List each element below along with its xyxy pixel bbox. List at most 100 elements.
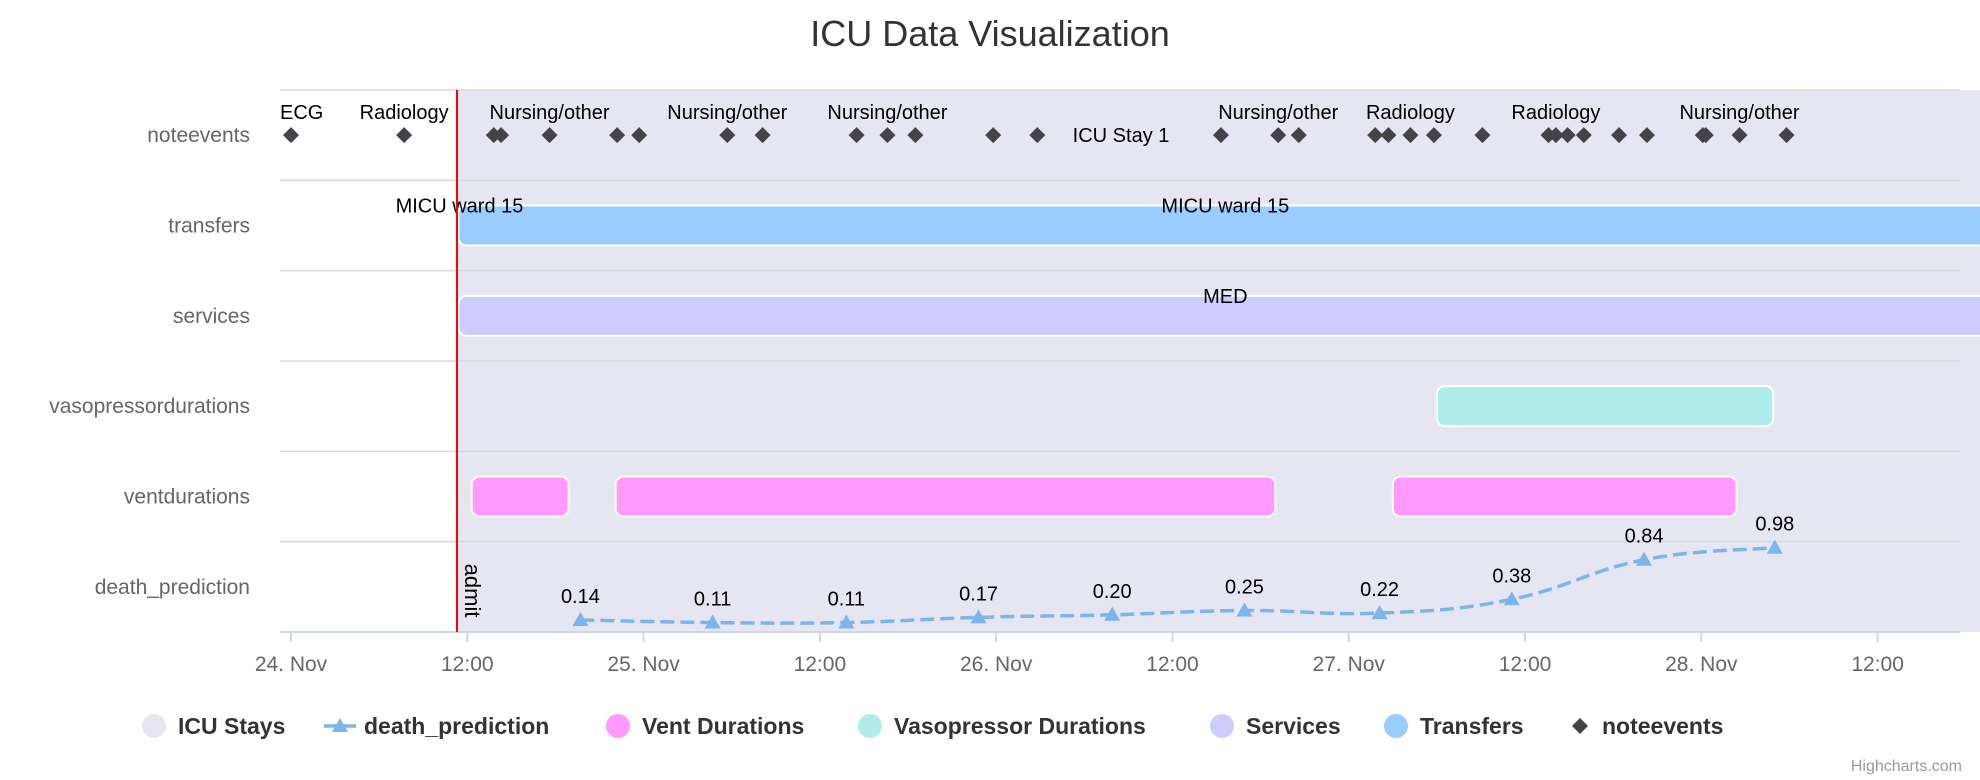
service-bar[interactable]: [457, 294, 1980, 337]
legend-item-transfers[interactable]: Transfers: [1384, 713, 1524, 739]
noteevent-marker[interactable]: [1380, 127, 1397, 144]
x-tick-label: 12:00: [794, 653, 847, 676]
noteevent-marker[interactable]: [754, 127, 771, 144]
death-prediction-label: 0.17: [959, 583, 998, 605]
death-prediction-label: 0.25: [1225, 576, 1264, 598]
death-prediction-label: 0.20: [1093, 581, 1132, 603]
x-tick-label: 12:00: [1146, 653, 1199, 676]
death-prediction-point[interactable]: [970, 609, 987, 624]
legend-label: Transfers: [1420, 713, 1524, 739]
y-axis-label-noteevents: noteevents: [147, 124, 250, 147]
noteevent-marker[interactable]: [1611, 127, 1628, 144]
noteevent-marker[interactable]: [1212, 127, 1229, 144]
noteevent-marker[interactable]: [609, 127, 626, 144]
death-prediction-label: 0.14: [561, 586, 600, 608]
death-prediction-point[interactable]: [1371, 605, 1388, 620]
legend-item-vasopressor-durations[interactable]: Vasopressor Durations: [858, 713, 1146, 739]
legend-symbol-circle: [1384, 714, 1408, 738]
chart-title: ICU Data Visualization: [810, 13, 1170, 54]
death-prediction-point[interactable]: [1104, 606, 1121, 621]
noteevent-marker[interactable]: [1367, 127, 1384, 144]
noteevent-marker[interactable]: [985, 127, 1002, 144]
noteevent-marker[interactable]: [493, 127, 510, 144]
noteevent-label: Radiology: [1366, 102, 1455, 124]
vent-bar[interactable]: [1391, 475, 1738, 518]
death-prediction-point[interactable]: [838, 614, 855, 629]
x-tick-label: 28. Nov: [1665, 653, 1738, 676]
legend-symbol-circle: [858, 714, 882, 738]
noteevent-marker[interactable]: [1575, 127, 1592, 144]
noteevent-marker[interactable]: [1697, 127, 1714, 144]
x-tick-label: 12:00: [441, 653, 494, 676]
x-tick-label: 25. Nov: [607, 653, 680, 676]
x-tick-label: 12:00: [1851, 653, 1904, 676]
x-tick-label: 27. Nov: [1313, 653, 1386, 676]
death-prediction-label: 0.84: [1625, 526, 1664, 548]
vent-bar[interactable]: [614, 475, 1277, 518]
y-axis-label-transfers: transfers: [168, 215, 250, 238]
noteevent-label: Nursing/other: [1679, 102, 1799, 124]
death-prediction-point[interactable]: [1636, 551, 1653, 566]
legend: ICU Stays death_prediction Vent Durations V…: [142, 713, 1723, 739]
death-prediction-label: 0.11: [694, 589, 731, 611]
noteevent-marker[interactable]: [1402, 127, 1419, 144]
plot-line-label-admit: admit: [460, 564, 485, 618]
noteevent-marker[interactable]: [719, 127, 736, 144]
legend-label: death_prediction: [364, 713, 549, 739]
noteevent-marker[interactable]: [396, 127, 413, 144]
noteevent-label: Nursing/other: [490, 102, 610, 124]
death-prediction-label: 0.98: [1755, 514, 1794, 536]
transfer-bar[interactable]: [457, 204, 1980, 247]
death-prediction-label: 0.38: [1492, 565, 1531, 587]
service-bar-label: MED: [1203, 286, 1247, 308]
x-tick-label: 12:00: [1499, 653, 1552, 676]
y-axis-label-ventdurations: ventdurations: [124, 486, 250, 509]
legend-item-vent-durations[interactable]: Vent Durations: [606, 713, 804, 739]
legend-item-services[interactable]: Services: [1210, 713, 1341, 739]
vasopressor-bar[interactable]: [1435, 385, 1775, 428]
noteevent-marker[interactable]: [283, 127, 299, 144]
noteevent-marker[interactable]: [1547, 127, 1564, 144]
noteevent-marker[interactable]: [1290, 127, 1307, 144]
death-prediction-point[interactable]: [1766, 539, 1783, 554]
noteevent-marker[interactable]: [1029, 127, 1046, 144]
vent-bar[interactable]: [470, 475, 570, 518]
noteevent-marker[interactable]: [631, 127, 648, 144]
noteevent-marker[interactable]: [1474, 127, 1491, 144]
noteevent-marker[interactable]: [1425, 127, 1442, 144]
legend-symbol-triangle: [332, 718, 348, 732]
noteevent-marker[interactable]: [848, 127, 865, 144]
legend-label: ICU Stays: [178, 713, 285, 739]
noteevent-marker[interactable]: [907, 127, 924, 144]
x-tick-label: 24. Nov: [255, 653, 328, 676]
noteevent-marker[interactable]: [1731, 127, 1748, 144]
legend-symbol-diamond: [1572, 718, 1588, 734]
y-axis-label-vasopressordurations: vasopressordurations: [49, 395, 250, 418]
legend-item-noteevents[interactable]: noteevents: [1572, 713, 1723, 739]
noteevent-marker[interactable]: [1638, 127, 1655, 144]
legend-item-death-prediction[interactable]: death_prediction: [324, 713, 549, 739]
legend-item-icu-stays[interactable]: ICU Stays: [142, 713, 285, 739]
death-prediction-point[interactable]: [704, 614, 721, 629]
death-prediction-point[interactable]: [1236, 602, 1253, 617]
noteevent-label: ICU Stay 1: [1073, 125, 1170, 147]
credits-link[interactable]: Highcharts.com: [1851, 758, 1962, 775]
death-prediction-label: 0.22: [1360, 579, 1399, 601]
noteevent-marker[interactable]: [1270, 127, 1287, 144]
death-prediction-point[interactable]: [1503, 591, 1520, 606]
plot-area: noteevents transfers services vasopressordu…: [49, 89, 1980, 676]
noteevent-label: Nursing/other: [1218, 102, 1338, 124]
death-prediction-label: 0.11: [828, 589, 865, 611]
death-prediction-point[interactable]: [572, 611, 589, 626]
legend-symbol-circle: [142, 714, 166, 738]
death-prediction-line: [580, 545, 1775, 625]
noteevent-marker[interactable]: [541, 127, 558, 144]
noteevent-marker[interactable]: [1559, 127, 1576, 144]
y-axis-label-services: services: [173, 305, 250, 328]
noteevent-marker[interactable]: [1778, 127, 1795, 144]
legend-label: Vasopressor Durations: [894, 713, 1146, 739]
noteevent-label: Radiology: [1511, 102, 1600, 124]
transfer-start-label: MICU ward 15: [396, 196, 524, 218]
noteevent-marker[interactable]: [879, 127, 896, 144]
